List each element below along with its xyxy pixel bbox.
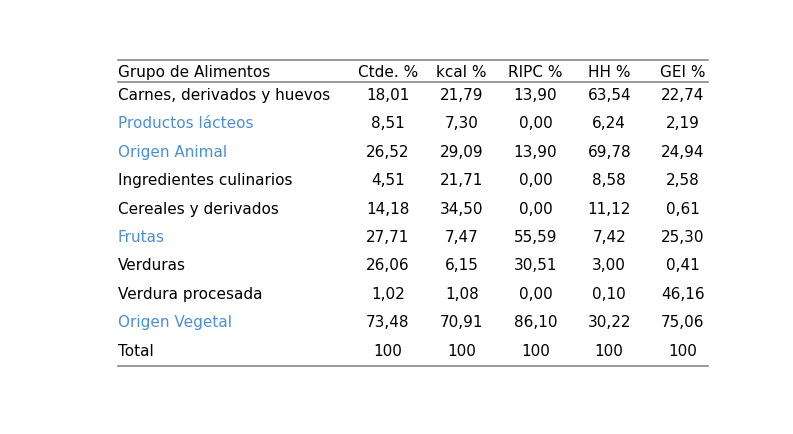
Text: 46,16: 46,16	[661, 287, 705, 302]
Text: Ctde. %: Ctde. %	[358, 66, 418, 80]
Text: 6,15: 6,15	[445, 259, 479, 273]
Text: 7,42: 7,42	[592, 230, 626, 245]
Text: 100: 100	[447, 344, 476, 358]
Text: 30,51: 30,51	[514, 259, 557, 273]
Text: 0,10: 0,10	[592, 287, 626, 302]
Text: 34,50: 34,50	[440, 202, 484, 217]
Text: 21,79: 21,79	[440, 88, 484, 103]
Text: 0,41: 0,41	[666, 259, 700, 273]
Text: GEI %: GEI %	[661, 66, 706, 80]
Text: 100: 100	[668, 344, 697, 358]
Text: Origen Vegetal: Origen Vegetal	[117, 315, 232, 330]
Text: 7,47: 7,47	[445, 230, 479, 245]
Text: 73,48: 73,48	[366, 315, 410, 330]
Text: 0,00: 0,00	[519, 202, 553, 217]
Text: 3,00: 3,00	[592, 259, 626, 273]
Text: 21,71: 21,71	[440, 173, 484, 188]
Text: 30,22: 30,22	[588, 315, 631, 330]
Text: Total: Total	[117, 344, 153, 358]
Text: 0,00: 0,00	[519, 287, 553, 302]
Text: Cereales y derivados: Cereales y derivados	[117, 202, 278, 217]
Text: 70,91: 70,91	[440, 315, 484, 330]
Text: 4,51: 4,51	[371, 173, 405, 188]
Text: 100: 100	[521, 344, 550, 358]
Text: 0,00: 0,00	[519, 173, 553, 188]
Text: 1,02: 1,02	[371, 287, 405, 302]
Text: HH %: HH %	[588, 66, 630, 80]
Text: Ingredientes culinarios: Ingredientes culinarios	[117, 173, 292, 188]
Text: 26,52: 26,52	[366, 145, 410, 160]
Text: 26,06: 26,06	[366, 259, 410, 273]
Text: 100: 100	[595, 344, 623, 358]
Text: 8,51: 8,51	[371, 116, 405, 132]
Text: 86,10: 86,10	[514, 315, 557, 330]
Text: Verdura procesada: Verdura procesada	[117, 287, 262, 302]
Text: Origen Animal: Origen Animal	[117, 145, 227, 160]
Text: RIPC %: RIPC %	[508, 66, 563, 80]
Text: 13,90: 13,90	[514, 145, 557, 160]
Text: Carnes, derivados y huevos: Carnes, derivados y huevos	[117, 88, 330, 103]
Text: 6,24: 6,24	[592, 116, 626, 132]
Text: 75,06: 75,06	[661, 315, 705, 330]
Text: 100: 100	[374, 344, 402, 358]
Text: 14,18: 14,18	[366, 202, 410, 217]
Text: 7,30: 7,30	[445, 116, 479, 132]
Text: Frutas: Frutas	[117, 230, 165, 245]
Text: Grupo de Alimentos: Grupo de Alimentos	[117, 66, 270, 80]
Text: 63,54: 63,54	[588, 88, 631, 103]
Text: 8,58: 8,58	[592, 173, 626, 188]
Text: 0,00: 0,00	[519, 116, 553, 132]
Text: Productos lácteos: Productos lácteos	[117, 116, 253, 132]
Text: kcal %: kcal %	[436, 66, 487, 80]
Text: 11,12: 11,12	[588, 202, 631, 217]
Text: 2,19: 2,19	[666, 116, 700, 132]
Text: Verduras: Verduras	[117, 259, 186, 273]
Text: 18,01: 18,01	[366, 88, 410, 103]
Text: 24,94: 24,94	[661, 145, 705, 160]
Text: 27,71: 27,71	[366, 230, 410, 245]
Text: 13,90: 13,90	[514, 88, 557, 103]
Text: 2,58: 2,58	[666, 173, 700, 188]
Text: 25,30: 25,30	[661, 230, 705, 245]
Text: 69,78: 69,78	[588, 145, 631, 160]
Text: 55,59: 55,59	[514, 230, 557, 245]
Text: 1,08: 1,08	[445, 287, 479, 302]
Text: 0,61: 0,61	[666, 202, 700, 217]
Text: 22,74: 22,74	[661, 88, 705, 103]
Text: 29,09: 29,09	[440, 145, 484, 160]
